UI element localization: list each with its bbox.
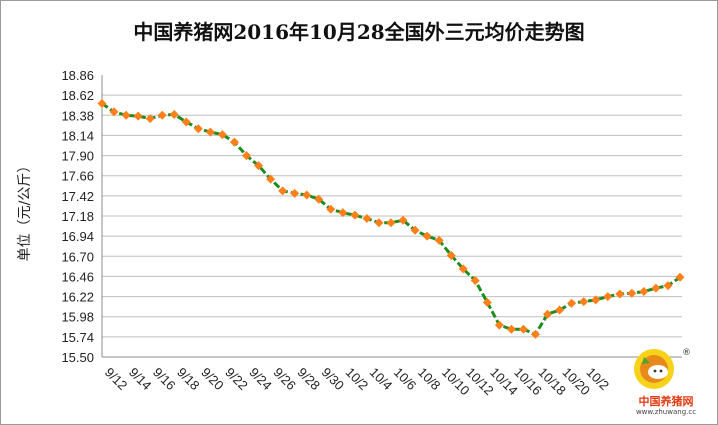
data-point xyxy=(434,235,444,245)
data-point xyxy=(350,210,360,220)
x-tick-label: 9/16 xyxy=(150,365,179,394)
data-point xyxy=(109,107,119,117)
brand-watermark: ® 中国养猪网 www.zhuwang.cc xyxy=(620,345,712,423)
data-point xyxy=(217,130,227,140)
pig-logo-icon: ® xyxy=(634,348,691,389)
data-point xyxy=(169,109,179,119)
data-point xyxy=(555,305,565,315)
x-tick-label: 10/6 xyxy=(391,365,420,394)
y-tick-label: 17.66 xyxy=(61,169,94,184)
data-point xyxy=(518,324,528,334)
x-tick-label: 9/18 xyxy=(174,365,203,394)
y-tick-label: 17.90 xyxy=(61,149,94,164)
data-point xyxy=(603,292,613,302)
data-point xyxy=(374,218,384,228)
data-point xyxy=(615,289,625,299)
data-point xyxy=(398,215,408,225)
y-tick-label: 18.62 xyxy=(61,88,94,103)
data-point xyxy=(314,194,324,204)
data-point xyxy=(446,250,456,260)
y-tick-label: 16.94 xyxy=(61,229,94,244)
x-tick-label: 10/2 xyxy=(343,365,372,394)
x-tick-label: 9/20 xyxy=(198,365,227,394)
data-point xyxy=(266,174,276,184)
data-point xyxy=(254,161,264,171)
x-tick-label: 9/30 xyxy=(319,365,348,394)
data-point xyxy=(422,231,432,241)
data-point xyxy=(639,287,649,297)
y-tick-label: 16.22 xyxy=(61,290,94,305)
data-point xyxy=(531,329,540,339)
data-point xyxy=(482,297,492,307)
data-point xyxy=(205,127,215,137)
data-point xyxy=(494,320,504,330)
y-tick-label: 16.70 xyxy=(61,249,94,264)
x-tick-label: 10/8 xyxy=(415,365,444,394)
data-point xyxy=(362,214,372,224)
data-point xyxy=(157,110,167,120)
x-tick-label: 9/12 xyxy=(102,365,131,394)
data-point xyxy=(506,324,516,334)
data-point xyxy=(278,186,288,196)
data-point xyxy=(543,309,553,319)
data-point xyxy=(290,188,300,198)
data-point xyxy=(121,110,131,120)
data-point xyxy=(663,281,673,291)
registered-mark: ® xyxy=(682,348,691,358)
data-point xyxy=(470,276,480,286)
data-point xyxy=(579,297,589,307)
y-tick-label: 15.98 xyxy=(61,310,94,325)
y-tick-label: 17.42 xyxy=(61,189,94,204)
data-point xyxy=(627,288,637,298)
x-tick-label: 9/22 xyxy=(222,365,251,394)
data-point xyxy=(675,272,685,282)
y-tick-label: 16.46 xyxy=(61,269,94,284)
data-point xyxy=(591,295,601,305)
x-tick-label: 10/4 xyxy=(367,365,396,394)
x-tick-label: 9/26 xyxy=(270,365,299,394)
data-point xyxy=(302,190,312,200)
x-tick-label: 9/24 xyxy=(246,365,275,394)
data-point xyxy=(242,151,251,161)
data-point xyxy=(133,111,143,121)
data-point xyxy=(386,218,396,228)
y-tick-label: 18.86 xyxy=(61,68,94,83)
y-tick-label: 18.38 xyxy=(61,108,94,123)
data-point xyxy=(326,204,336,214)
y-tick-label: 15.50 xyxy=(61,350,94,365)
data-point xyxy=(193,124,203,134)
data-point xyxy=(458,264,468,274)
y-tick-label: 15.74 xyxy=(61,330,94,345)
data-point xyxy=(567,298,577,308)
data-point xyxy=(145,114,155,124)
y-tick-label: 17.18 xyxy=(61,209,94,224)
data-point xyxy=(651,283,661,293)
watermark-url: www.zhuwang.cc xyxy=(635,408,697,416)
data-point xyxy=(410,225,420,235)
data-point xyxy=(229,137,239,147)
data-point xyxy=(97,99,107,109)
x-tick-label: 9/28 xyxy=(295,365,324,394)
chart-title: 中国养猪网2016年10月28全国外三元均价走势图 xyxy=(133,20,585,44)
watermark-brand: 中国养猪网 xyxy=(638,395,694,408)
x-tick-label: 9/14 xyxy=(126,365,155,394)
data-point xyxy=(338,208,348,218)
data-point xyxy=(181,117,191,127)
y-tick-label: 18.14 xyxy=(61,128,94,143)
